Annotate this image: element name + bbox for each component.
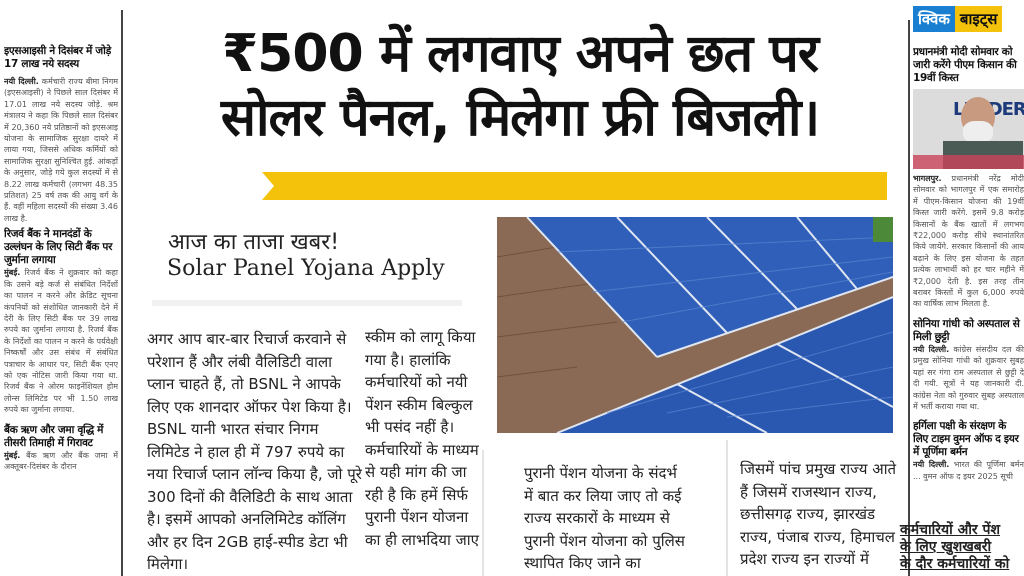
overlay-line: के लिए खुशखबरी (900, 539, 992, 555)
news-title: सोनिया गांधी को अस्पताल से मिली छुट्टी (913, 317, 1020, 343)
dateline: भागलपुर. (913, 174, 942, 183)
news-text: प्रधानमंत्री नरेंद्र मोदी सोमवार को भागल… (913, 174, 1024, 309)
divider (152, 300, 462, 306)
divider (726, 440, 728, 576)
overlay-line: के दौर कर्मचारियों को (900, 556, 1010, 572)
panel-cells (556, 236, 893, 418)
dateline: मुंबई. (4, 450, 21, 460)
news-body: नयी दिल्ली. भारत की पूर्णिमा बर्मन ... व… (913, 459, 1024, 482)
solar-panel-upper (527, 217, 893, 357)
badge-right: बाइट्स (954, 6, 1003, 32)
headline-line-2: सोलर पैनल, मिलेगा फ्री बिजली। (220, 88, 820, 148)
news-body: नयी दिल्ली. कर्मचारी राज्य बीमा निगम (इए… (4, 76, 118, 224)
flowers-shape (913, 155, 1024, 169)
article-column-1: अगर आप बार-बार रिचार्ज करवाने से परेशान … (147, 330, 362, 573)
news-item: रिजर्व बैंक ने मानदंडों के उल्लंघन के लि… (4, 228, 118, 415)
kicker: आज का ताजा खबर! (168, 230, 340, 255)
news-item: इएसआइसी ने दिसंबर में जोड़े 17 लाख नये स… (4, 45, 118, 224)
overlay-line: कर्मचारियों और पेंश (900, 522, 1001, 538)
news-title: हर्गिला पक्षी के संरक्षण के लिए टाइम वुम… (913, 420, 1019, 459)
news-title: प्रधानमंत्री मोदी सोमवार को जारी करेंगे … (913, 46, 1017, 84)
left-news-column: इएसआइसी ने दिसंबर में जोड़े 17 लाख नये स… (4, 0, 118, 576)
news-body: नयी दिल्ली. कांग्रेस संसदीय दल की प्रमुख… (913, 344, 1024, 412)
news-body: मुंबई. रिजर्व बैंक ने शुक्रवार को कहा कि… (4, 267, 118, 415)
overlay-text: कर्मचारियों और पेंश के लिए खुशखबरी के दौ… (900, 522, 1024, 573)
news-body: मुंबई. बैंक ऋण और बैंक जमा में अक्तूबर-द… (4, 450, 118, 473)
headline-line-1: ₹500 में लगवाए अपने छत पर (221, 24, 819, 84)
news-text: कर्मचारी राज्य बीमा निगम (इएसआइसी) ने पि… (4, 77, 118, 223)
news-body: भागलपुर. प्रधानमंत्री नरेंद्र मोदी सोमवा… (913, 173, 1024, 310)
solar-panel-photo (497, 217, 893, 433)
article-column-4: जिसमें पांच प्रमुख राज्य आते हैं जिसमें … (740, 460, 897, 576)
dateline: नयी दिल्ली. (913, 460, 950, 470)
panel-frames (526, 217, 893, 433)
news-text: भारत की पूर्णिमा बर्मन ... वुमन ऑफ द इयर… (913, 460, 1024, 481)
divider (482, 450, 484, 576)
news-text: कांग्रेस संसदीय दल की प्रमुख सोनिया गांध… (913, 344, 1024, 411)
headline: ₹500 में लगवाए अपने छत पर सोलर पैनल, मिल… (130, 22, 910, 150)
column-divider (121, 10, 123, 576)
news-title: इएसआइसी ने दिसंबर में जोड़े 17 लाख नये स… (4, 45, 111, 70)
badge-left: क्विक (913, 6, 955, 32)
dateline: नयी दिल्ली. (913, 344, 950, 354)
news-title: बैंक ऋण और जमा वृद्धि में तीसरी तिमाही म… (4, 423, 104, 449)
dateline: मुंबई. (4, 268, 21, 278)
pm-photo: LEADERSHIP (913, 89, 1024, 169)
news-item: बैंक ऋण और जमा वृद्धि में तीसरी तिमाही म… (4, 424, 118, 473)
news-title: रिजर्व बैंक ने मानदंडों के उल्लंघन के लि… (4, 228, 113, 267)
tree-foliage (873, 217, 893, 242)
subtitle: Solar Panel Yojana Apply (167, 256, 445, 281)
article-column-3: पुरानी पेंशन योजना के संदर्भ में बात कर … (524, 464, 685, 572)
dateline: नयी दिल्ली. (4, 77, 39, 86)
beard-shape (963, 121, 993, 143)
yellow-ribbon (262, 172, 887, 200)
quick-bites-column: क्विक बाइट्स प्रधानमंत्री मोदी सोमवार को… (913, 0, 1024, 576)
news-text: रिजर्व बैंक ने शुक्रवार को कहा कि उसने ब… (4, 268, 118, 415)
news-text: बैंक ऋण और बैंक जमा में अक्तूबर-दिसंबर क… (4, 450, 118, 471)
quick-bites-badge: क्विक बाइट्स (913, 6, 1024, 32)
article-column-2: स्कीम को लागू किया गया है। हालांकि कर्मच… (365, 328, 479, 549)
column-divider (908, 20, 910, 576)
